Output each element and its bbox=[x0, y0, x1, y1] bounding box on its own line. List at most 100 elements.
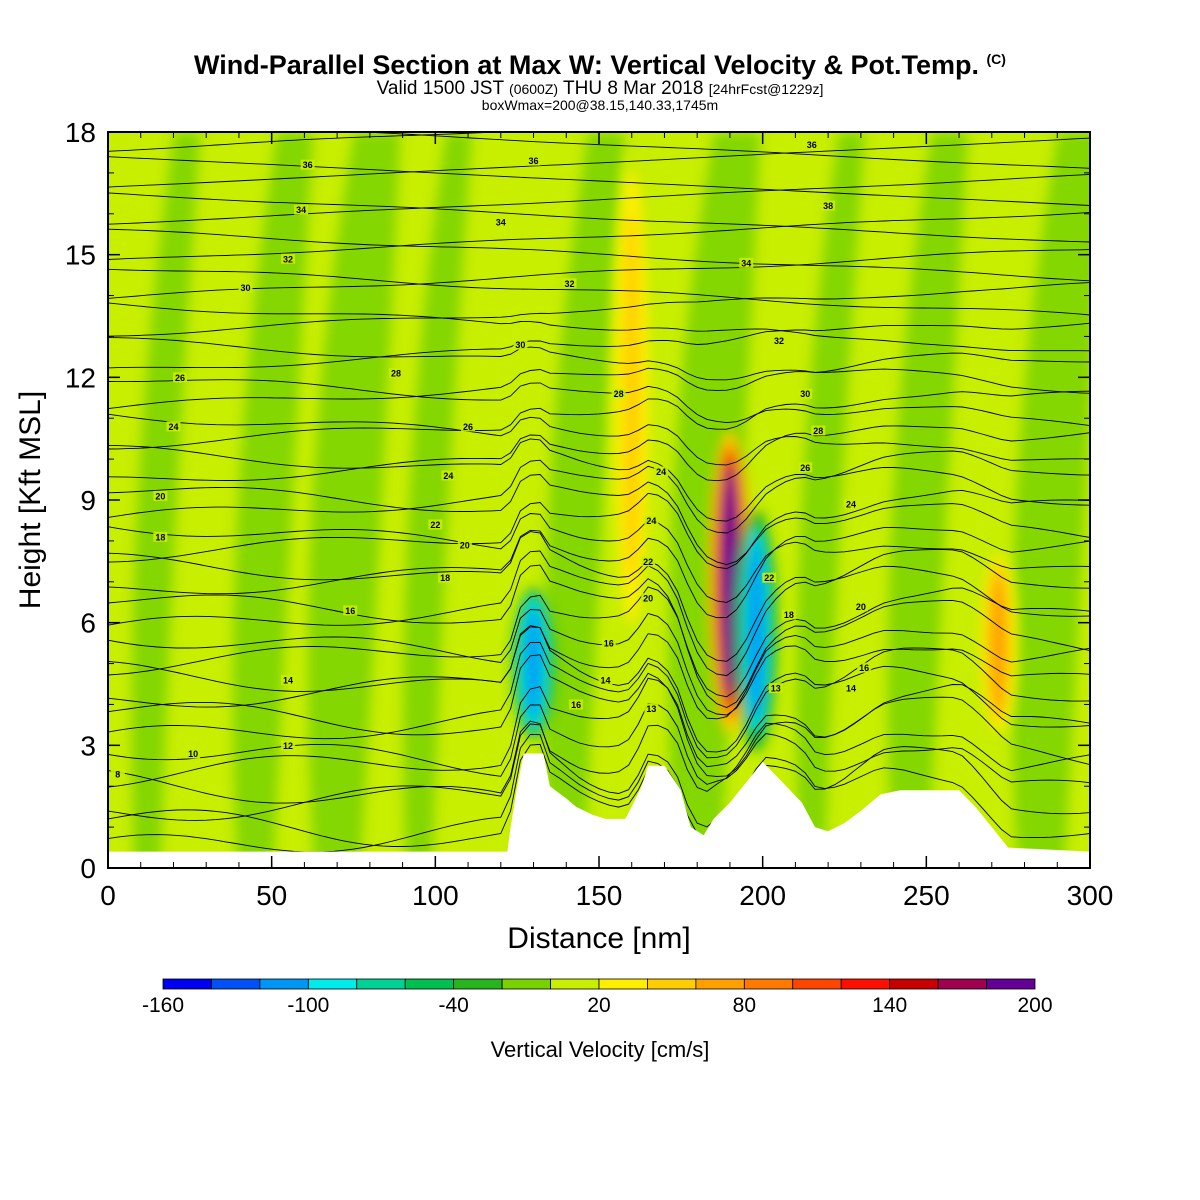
y-tick-label: 12 bbox=[65, 362, 96, 393]
isentrope-label: 32 bbox=[565, 279, 575, 289]
colorbar-swatch bbox=[550, 978, 600, 990]
isentrope-label: 16 bbox=[345, 606, 355, 616]
isentrope-line bbox=[108, 474, 1090, 565]
isentrope-line bbox=[108, 626, 1090, 720]
isentrope-line bbox=[108, 268, 1090, 316]
isentrope-label: 18 bbox=[784, 610, 794, 620]
isentrope-line bbox=[108, 527, 1090, 619]
downdraft-band bbox=[796, 132, 865, 868]
isentrope-label-bg bbox=[762, 572, 777, 583]
isentrope-label-bg bbox=[857, 662, 872, 673]
chart-subtitle: Valid 1500 JST (0600Z) THU 8 Mar 2018 [2… bbox=[0, 78, 1200, 99]
isentrope-label: 22 bbox=[430, 520, 440, 530]
isentrope-line bbox=[108, 228, 1090, 282]
isentrope-label: 14 bbox=[846, 684, 856, 694]
subtitle-forecast: [24hrFcst@1229z] bbox=[708, 81, 824, 97]
chart-title-block: Wind-Parallel Section at Max W: Vertical… bbox=[0, 44, 1200, 112]
updraft-core bbox=[623, 211, 640, 584]
y-tick-label: 6 bbox=[80, 608, 96, 639]
isentrope-label: 26 bbox=[175, 373, 185, 383]
isentrope-label: 28 bbox=[614, 389, 624, 399]
isentrope-label: 22 bbox=[643, 557, 653, 567]
isentrope-label: 30 bbox=[800, 389, 810, 399]
isentrope-labels: 8 10 12 14 16 18 20 24 26 28 30 32 34 36 18 20 22 24 26 30 3… bbox=[110, 139, 872, 779]
x-axis: 0 50 100 150 200 250 300 bbox=[100, 132, 1113, 911]
y-axis-label: Height [Kft MSL] bbox=[14, 391, 47, 609]
downdraft-band bbox=[307, 132, 401, 868]
x-tick-label: 0 bbox=[100, 880, 116, 911]
isentrope-label: 20 bbox=[155, 491, 165, 501]
isentrope-label-bg bbox=[781, 609, 796, 620]
field-bands bbox=[131, 132, 1090, 868]
isentrope-line bbox=[108, 677, 1090, 788]
chart-title: Wind-Parallel Section at Max W: Vertical… bbox=[0, 44, 1200, 80]
downdraft-band bbox=[544, 132, 625, 868]
isentrope-label-bg bbox=[853, 601, 868, 612]
isentrope-label-bg bbox=[493, 216, 508, 227]
colorbar-label: Vertical Velocity [cm/s] bbox=[491, 1037, 710, 1062]
isentrope-line bbox=[108, 720, 1090, 839]
isentrope-label-bg bbox=[389, 368, 404, 379]
isentrope-label: 36 bbox=[529, 156, 539, 166]
isentrope-line bbox=[108, 703, 1090, 785]
isentrope-label: 24 bbox=[168, 422, 178, 432]
colorbar-tick-label: 80 bbox=[733, 994, 756, 1017]
isentrope-label: 34 bbox=[741, 258, 751, 268]
subtitle-date: THU 8 Mar 2018 bbox=[563, 78, 704, 99]
x-tick-label: 100 bbox=[412, 880, 459, 911]
isentrope-label-bg bbox=[153, 531, 168, 542]
colorbar-swatch bbox=[356, 978, 406, 990]
downdraft-band bbox=[233, 132, 314, 868]
isentrope-line bbox=[108, 722, 1090, 821]
isentrope-label: 18 bbox=[155, 532, 165, 542]
chart-box-info: boxWmax=200@38.15,140.33,1745m bbox=[481, 97, 719, 113]
isentrope-label: 13 bbox=[646, 704, 656, 714]
isentrope-label: 16 bbox=[859, 663, 869, 673]
isentrope-label: 28 bbox=[391, 369, 401, 379]
subtitle-valid: Valid 1500 JST bbox=[376, 78, 504, 99]
isentrope-label: 30 bbox=[240, 283, 250, 293]
isentrope-label-bg bbox=[798, 388, 813, 399]
isentrope-label-bg bbox=[644, 703, 659, 714]
downdraft-band bbox=[887, 132, 968, 868]
isentrope-contours bbox=[108, 66, 1090, 868]
isentrope-label: 24 bbox=[656, 467, 666, 477]
isentrope-label-bg bbox=[294, 204, 309, 215]
isentrope-line bbox=[108, 489, 1090, 570]
isentrope-line bbox=[108, 173, 1090, 225]
x-tick-label: 150 bbox=[576, 880, 623, 911]
isentrope-label-bg bbox=[654, 466, 669, 477]
isentrope-line bbox=[108, 156, 1090, 206]
isentrope-label: 12 bbox=[283, 741, 293, 751]
colorbar-swatch bbox=[162, 978, 212, 990]
isentrope-line bbox=[108, 282, 1090, 337]
isentrope-label: 32 bbox=[283, 254, 293, 264]
isentrope-label: 36 bbox=[303, 160, 313, 170]
isentrope-label: 26 bbox=[463, 422, 473, 432]
isentrope-label: 16 bbox=[604, 639, 614, 649]
isentrope-label: 24 bbox=[646, 516, 656, 526]
isentrope-label: 26 bbox=[800, 463, 810, 473]
colorbar-swatch bbox=[840, 978, 891, 990]
colorbar-swatch bbox=[501, 978, 551, 990]
isentrope-label-bg bbox=[526, 155, 541, 166]
isentrope-label-bg bbox=[343, 605, 358, 616]
isentrope-label: 13 bbox=[771, 684, 781, 694]
colorbar-swatch bbox=[889, 978, 939, 990]
isentrope-label: 10 bbox=[188, 749, 198, 759]
y-tick-label: 18 bbox=[65, 117, 96, 148]
isentrope-label: 14 bbox=[283, 675, 293, 685]
colorbar-swatch bbox=[259, 978, 309, 990]
isentrope-label-bg bbox=[811, 425, 826, 436]
isentrope-label-bg bbox=[281, 740, 296, 751]
isentrope-label: 34 bbox=[496, 217, 506, 227]
isentrope-label: 30 bbox=[515, 340, 525, 350]
isentrope-line bbox=[1082, 132, 1090, 133]
x-tick-label: 200 bbox=[739, 880, 786, 911]
colorbar-swatch bbox=[307, 978, 358, 990]
isentrope-label-bg bbox=[611, 388, 626, 399]
isentrope-line bbox=[108, 549, 1090, 677]
isentrope-label-bg bbox=[772, 335, 787, 346]
isentrope-line bbox=[108, 66, 1090, 113]
